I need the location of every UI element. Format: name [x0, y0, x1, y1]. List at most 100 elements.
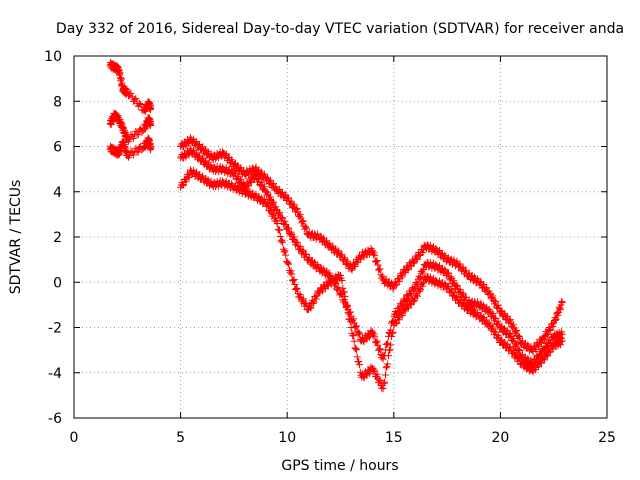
data-point: [185, 151, 193, 159]
data-point: [260, 170, 268, 178]
data-point: [392, 319, 400, 327]
data-point: [344, 309, 352, 317]
x-tick-label: 5: [176, 430, 185, 446]
y-tick-label: -6: [48, 411, 62, 427]
data-point: [234, 183, 242, 191]
data-point: [416, 252, 424, 260]
data-point: [251, 172, 259, 180]
data-point: [185, 140, 193, 148]
data-point: [515, 333, 523, 341]
data-point: [558, 330, 566, 338]
data-point: [450, 289, 458, 297]
data-point: [276, 226, 284, 234]
data-point: [352, 323, 360, 331]
data-point: [127, 89, 135, 97]
data-point: [299, 295, 307, 303]
data-point: [392, 281, 400, 289]
data-point: [398, 311, 406, 319]
data-point: [382, 364, 390, 372]
data-point: [352, 322, 360, 330]
data-point: [356, 255, 364, 263]
data-point: [134, 148, 142, 156]
data-point: [222, 150, 230, 158]
data-point: [346, 317, 354, 325]
data-point: [554, 311, 562, 319]
y-tick-label: 2: [53, 230, 62, 246]
data-point: [263, 188, 271, 196]
data-point: [462, 301, 470, 309]
data-point: [506, 329, 514, 337]
y-tick-label: 8: [53, 94, 62, 110]
data-point: [384, 339, 392, 347]
data-point: [347, 265, 355, 273]
data-point: [419, 266, 427, 274]
data-point: [379, 385, 387, 393]
data-point: [292, 239, 300, 247]
data-point: [492, 298, 500, 306]
x-tick-label: 10: [278, 430, 296, 446]
data-point: [301, 299, 309, 307]
data-point: [512, 328, 520, 336]
data-point: [133, 147, 141, 155]
data-point: [404, 304, 412, 312]
data-point: [521, 354, 529, 362]
data-point: [515, 332, 523, 340]
data-point: [362, 371, 370, 379]
x-tick-label: 15: [385, 430, 403, 446]
data-point: [339, 284, 347, 292]
data-point: [298, 218, 306, 226]
data-point: [343, 257, 351, 265]
data-point: [290, 276, 298, 284]
grid: [74, 56, 607, 418]
data-point: [404, 266, 412, 274]
data-point: [387, 341, 395, 349]
x-tick-label: 20: [491, 430, 509, 446]
data-point: [376, 265, 384, 273]
data-point: [184, 172, 192, 180]
data-point: [534, 363, 542, 371]
data-point: [416, 287, 424, 295]
data-point: [301, 250, 309, 258]
data-point: [132, 144, 140, 152]
data-point: [467, 306, 475, 314]
data-point: [356, 330, 364, 338]
data-point: [302, 300, 310, 308]
data-point: [398, 273, 406, 281]
data-point: [266, 204, 274, 212]
data-point: [375, 266, 383, 274]
data-point: [286, 269, 294, 277]
data-point: [288, 270, 296, 278]
data-point: [257, 182, 265, 190]
data-point: [355, 358, 363, 366]
data-point: [129, 134, 137, 142]
data-point: [347, 324, 355, 331]
data-point: [524, 361, 532, 369]
y-tick-label: 0: [53, 275, 62, 291]
y-tick-label: 4: [53, 185, 62, 201]
data-point: [410, 298, 418, 306]
data-point: [521, 340, 529, 348]
data-point: [384, 360, 392, 368]
data-point: [509, 321, 517, 329]
data-point: [550, 317, 558, 325]
chart-title: Day 332 of 2016, Sidereal Day-to-day VTE…: [56, 21, 624, 37]
data-point: [558, 297, 566, 305]
data-point: [512, 341, 520, 349]
data-point: [263, 200, 271, 208]
data-point: [423, 272, 431, 280]
data-point: [538, 359, 546, 367]
data-point: [277, 237, 285, 245]
data-point: [544, 352, 552, 360]
data-point: [413, 292, 421, 300]
data-point: [489, 323, 497, 331]
data-point: [296, 210, 304, 218]
y-axis-label: SDTVAR / TECUs: [8, 180, 24, 295]
data-point: [467, 272, 475, 280]
x-axis-label: GPS time / hours: [281, 458, 398, 474]
data-point: [129, 151, 137, 159]
data-point: [147, 104, 155, 112]
data-point: [299, 246, 307, 254]
data-point: [273, 219, 281, 227]
data-point: [293, 285, 301, 293]
